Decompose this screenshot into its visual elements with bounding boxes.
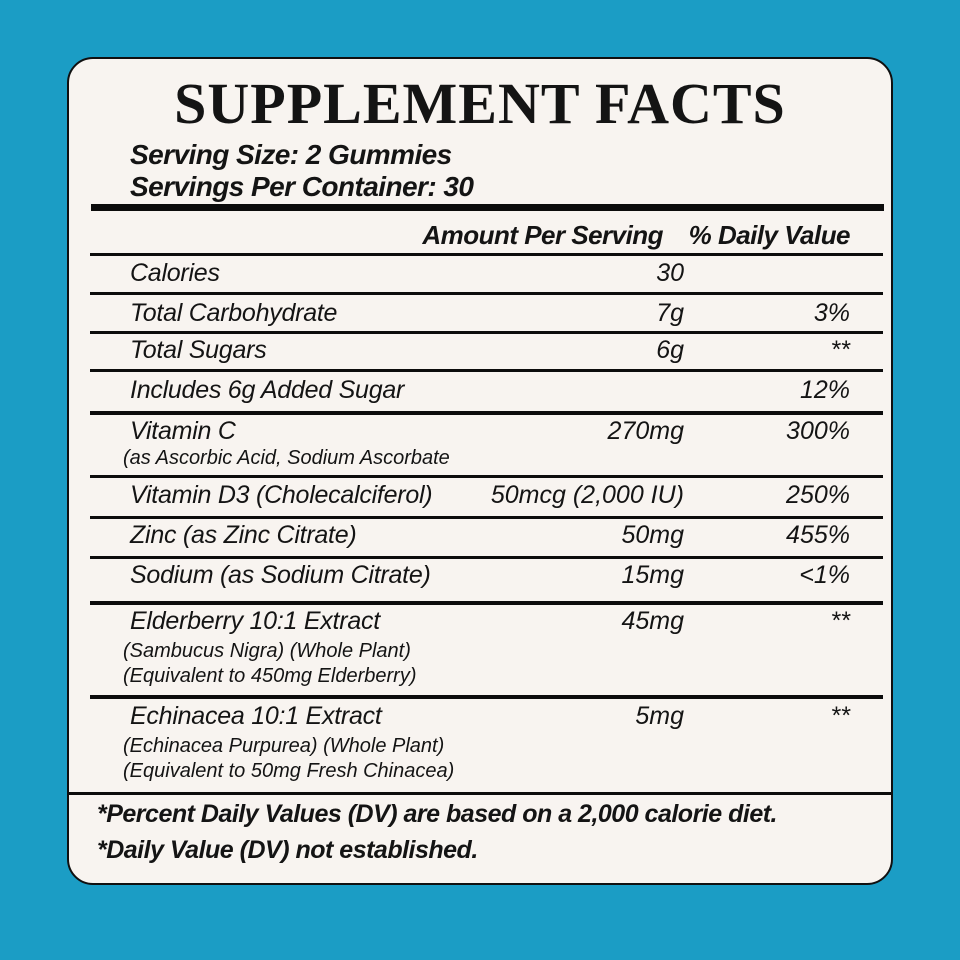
divider — [90, 475, 883, 478]
nutrient-amount: 30 — [656, 259, 684, 287]
nutrient-daily-value: 455% — [786, 521, 850, 549]
nutrient-row-vitamin-c: Vitamin C (as Ascorbic Acid, Sodium Asco… — [69, 411, 891, 475]
serving-size: Serving Size: 2 Gummies — [130, 139, 452, 170]
nutrient-amount: 270mg — [607, 417, 684, 445]
label-title: SUPPLEMENT FACTS — [174, 71, 786, 136]
nutrient-name: Total Carbohydrate — [130, 299, 338, 327]
nutrient-name: Sodium (as Sodium Citrate) — [130, 561, 431, 589]
nutrient-amount: 45mg — [621, 607, 684, 635]
nutrient-amount: 6g — [656, 336, 684, 364]
nutrient-row-vitamin-d3: Vitamin D3 (Cholecalciferol) 50mcg (2,00… — [69, 475, 891, 516]
nutrient-name: Echinacea 10:1 Extract — [130, 702, 382, 730]
nutrient-name: Vitamin C — [130, 417, 236, 445]
nutrient-subtext: (Equivalent to 50mg Fresh Chinacea) — [123, 760, 455, 782]
supplement-facts-card: SUPPLEMENT FACTS Serving Size: 2 Gummies… — [67, 57, 893, 885]
nutrient-row-elderberry: Elderberry 10:1 Extract (Sambucus Nigra)… — [69, 601, 891, 695]
nutrient-row-echinacea: Echinacea 10:1 Extract (Echinacea Purpur… — [69, 695, 891, 792]
nutrient-daily-value: ** — [830, 702, 850, 730]
nutrient-name: Vitamin D3 (Cholecalciferol) — [130, 481, 433, 509]
thick-divider — [91, 204, 884, 211]
nutrient-name: Zinc (as Zinc Citrate) — [130, 521, 357, 549]
nutrient-subtext: (Sambucus Nigra) (Whole Plant) — [123, 640, 411, 662]
nutrient-name: Calories — [130, 259, 220, 287]
nutrient-row-sodium: Sodium (as Sodium Citrate) 15mg <1% — [69, 556, 891, 601]
nutrient-daily-value: 12% — [799, 376, 850, 404]
divider — [90, 601, 883, 605]
divider — [90, 695, 883, 699]
nutrient-row-calories: Calories 30 — [69, 253, 891, 292]
nutrient-amount: 50mcg (2,000 IU) — [490, 481, 684, 509]
column-header-amount: Amount Per Serving — [422, 220, 663, 250]
divider — [90, 411, 883, 415]
footnote-percent-dv: *Percent Daily Values (DV) are based on … — [97, 800, 778, 828]
footnotes: *Percent Daily Values (DV) are based on … — [97, 796, 778, 868]
nutrient-daily-value: 300% — [786, 417, 850, 445]
divider — [90, 253, 883, 256]
nutrient-daily-value: <1% — [799, 561, 850, 589]
nutrient-subtext: (Echinacea Purpurea) (Whole Plant) — [123, 735, 445, 757]
servings-per-container: Servings Per Container: 30 — [130, 171, 474, 202]
footnote-divider — [69, 792, 891, 795]
divider — [90, 369, 883, 372]
serving-info: Serving Size: 2 Gummies Servings Per Con… — [130, 139, 474, 203]
nutrient-row-total-sugars: Total Sugars 6g ** — [69, 331, 891, 369]
divider — [90, 292, 883, 295]
divider — [90, 331, 883, 334]
divider — [90, 556, 883, 559]
column-headers: Amount Per Serving % Daily Value — [69, 217, 891, 253]
footnote-dv-not-established: *Daily Value (DV) not established. — [97, 836, 478, 864]
nutrient-daily-value: ** — [830, 336, 850, 364]
nutrient-daily-value: ** — [830, 607, 850, 635]
nutrient-amount: 50mg — [621, 521, 684, 549]
nutrient-name: Includes 6g Added Sugar — [130, 376, 405, 404]
nutrient-name: Total Sugars — [130, 336, 267, 364]
nutrient-daily-value: 3% — [813, 299, 850, 327]
nutrient-row-total-carbohydrate: Total Carbohydrate 7g 3% — [69, 292, 891, 331]
nutrient-subtext: (Equivalent to 450mg Elderberry) — [123, 665, 417, 687]
nutrient-subtext: (as Ascorbic Acid, Sodium Ascorbate — [123, 447, 450, 469]
nutrient-amount: 7g — [656, 299, 684, 327]
nutrient-daily-value: 250% — [786, 481, 850, 509]
nutrient-amount: 5mg — [635, 702, 684, 730]
nutrient-amount: 15mg — [621, 561, 684, 589]
divider — [90, 516, 883, 519]
nutrient-name: Elderberry 10:1 Extract — [130, 607, 380, 635]
nutrient-row-zinc: Zinc (as Zinc Citrate) 50mg 455% — [69, 516, 891, 556]
nutrient-row-added-sugar: Includes 6g Added Sugar 12% — [69, 369, 891, 411]
column-header-daily-value: % Daily Value — [688, 220, 851, 250]
